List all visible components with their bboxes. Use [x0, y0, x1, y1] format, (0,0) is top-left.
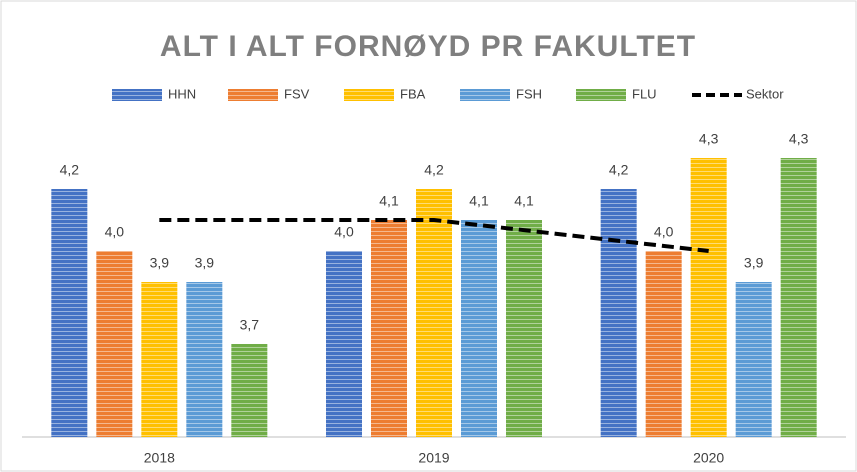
data-label: 4,1 — [379, 193, 399, 209]
legend-label: FSV — [284, 86, 310, 101]
bar — [416, 189, 452, 437]
bar — [51, 189, 88, 437]
legend-swatch — [344, 89, 394, 101]
data-label: 4,2 — [424, 162, 444, 178]
bar — [96, 251, 133, 437]
data-label: 4,2 — [60, 162, 80, 178]
x-tick-label: 2019 — [418, 450, 449, 466]
data-label: 4,3 — [789, 131, 809, 147]
legend-label: FSH — [516, 86, 542, 101]
chart-title: ALT I ALT FORNØYD PR FAKULTET — [160, 30, 696, 63]
bar — [461, 220, 497, 437]
legend-swatch — [460, 89, 510, 101]
data-label: 3,9 — [150, 255, 170, 271]
legend-label: Sektor — [746, 86, 784, 101]
x-tick-label: 2020 — [693, 450, 724, 466]
data-label: 4,0 — [654, 224, 674, 240]
data-label: 4,0 — [334, 224, 354, 240]
x-tick-label: 2018 — [144, 450, 175, 466]
data-label: 4,1 — [514, 193, 534, 209]
bar — [506, 220, 542, 437]
data-label: 3,9 — [195, 255, 215, 271]
legend-swatch — [228, 89, 278, 101]
bar — [780, 158, 817, 437]
legend-label: HHN — [168, 86, 196, 101]
bar — [690, 158, 727, 437]
line — [159, 218, 709, 253]
bar — [645, 251, 682, 437]
legend-swatch — [576, 89, 626, 101]
data-label: 3,7 — [240, 317, 260, 333]
data-label: 3,9 — [744, 255, 764, 271]
data-label: 4,2 — [609, 162, 629, 178]
bar — [600, 189, 637, 437]
data-label: 4,3 — [699, 131, 719, 147]
legend-label: FBA — [400, 86, 426, 101]
data-label: 4,0 — [105, 224, 125, 240]
legend-label: FLU — [632, 86, 657, 101]
data-label: 4,1 — [469, 193, 489, 209]
bar — [186, 282, 223, 437]
legend-swatch — [112, 89, 162, 101]
bar — [326, 251, 362, 437]
bar — [231, 344, 268, 437]
bar — [371, 220, 407, 437]
bar — [141, 282, 178, 437]
bar — [735, 282, 772, 437]
